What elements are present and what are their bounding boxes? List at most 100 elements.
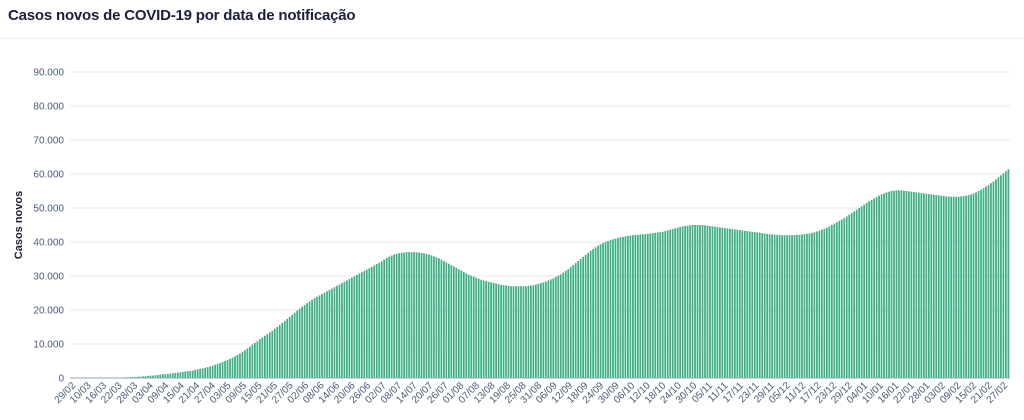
bar	[898, 190, 900, 378]
bar	[549, 279, 552, 378]
bar	[582, 256, 585, 378]
bar	[229, 358, 231, 378]
bar	[149, 375, 152, 378]
bar	[244, 350, 246, 378]
bar	[952, 196, 955, 378]
y-tick-label: 60.000	[33, 170, 64, 181]
bar	[355, 274, 358, 378]
bar	[962, 196, 965, 378]
bar	[559, 274, 562, 378]
bar	[838, 220, 841, 378]
bar	[706, 225, 709, 378]
bar	[408, 252, 410, 378]
bar	[423, 253, 425, 378]
bar	[748, 231, 751, 378]
bar	[505, 285, 507, 378]
bar	[1000, 175, 1002, 378]
bar	[186, 371, 189, 378]
bar	[793, 235, 796, 378]
bar	[490, 282, 492, 378]
bar	[472, 276, 475, 378]
bar	[316, 296, 318, 378]
bar	[380, 261, 383, 378]
bar	[515, 286, 517, 378]
bar	[860, 206, 863, 378]
bar	[579, 259, 582, 378]
bar	[475, 277, 478, 378]
y-tick-label: 20.000	[33, 306, 64, 317]
bar	[945, 196, 948, 378]
bar	[338, 284, 341, 378]
bar	[646, 233, 649, 378]
bar	[157, 374, 159, 378]
bar	[497, 284, 500, 378]
bar	[522, 286, 525, 378]
bar	[972, 193, 975, 378]
bar	[142, 376, 144, 378]
bar	[967, 195, 970, 378]
bar	[830, 225, 833, 378]
bar	[835, 222, 838, 378]
bar	[681, 226, 684, 378]
bar	[403, 252, 405, 378]
bar	[813, 232, 816, 378]
bar	[627, 235, 629, 378]
title-divider	[0, 38, 1024, 39]
bar	[977, 191, 980, 378]
bar	[639, 234, 642, 378]
bar	[990, 183, 992, 378]
bar	[326, 291, 328, 378]
bar	[191, 370, 194, 378]
bar	[865, 202, 868, 378]
bar	[445, 262, 448, 378]
bar	[801, 234, 803, 378]
bar	[234, 356, 236, 378]
bar	[781, 235, 783, 378]
bar	[395, 253, 398, 378]
bar	[321, 294, 323, 378]
bar	[893, 190, 895, 378]
bar	[659, 232, 662, 378]
bar	[500, 284, 502, 378]
bar	[415, 252, 418, 378]
bar	[614, 238, 617, 378]
bar	[828, 226, 831, 378]
bar	[935, 195, 938, 378]
bar	[761, 233, 764, 378]
bar	[825, 227, 828, 378]
bar	[520, 286, 522, 378]
bar	[609, 239, 612, 378]
bar	[778, 234, 781, 378]
bar	[970, 194, 972, 378]
bar	[214, 364, 216, 378]
bar	[1005, 171, 1007, 378]
bar	[159, 374, 162, 378]
bar	[641, 234, 644, 378]
bar	[776, 234, 778, 378]
bar	[975, 192, 977, 378]
bar	[276, 327, 279, 378]
bar	[1002, 173, 1005, 378]
bar	[311, 299, 313, 378]
y-tick-label: 30.000	[33, 272, 64, 283]
bar	[144, 376, 147, 378]
bar	[231, 357, 234, 378]
bar	[502, 285, 505, 378]
y-axis-ticks: 0 10.000 20.000 30.000 40.000 50.000 60.000 70.…	[33, 68, 64, 385]
bar	[346, 280, 348, 378]
bar	[174, 372, 177, 378]
bar	[336, 285, 338, 378]
bar	[704, 225, 706, 378]
y-tick-label: 10.000	[33, 340, 64, 351]
bar	[676, 227, 679, 378]
bar	[594, 247, 597, 378]
bar	[288, 316, 291, 378]
bar	[303, 304, 306, 378]
bar	[622, 236, 624, 378]
bar	[169, 373, 172, 378]
bar	[913, 192, 915, 378]
chart-title: Casos novos de COVID-19 por data de noti…	[8, 7, 356, 24]
bar	[786, 235, 788, 378]
bar	[572, 265, 575, 378]
bar	[726, 228, 729, 378]
